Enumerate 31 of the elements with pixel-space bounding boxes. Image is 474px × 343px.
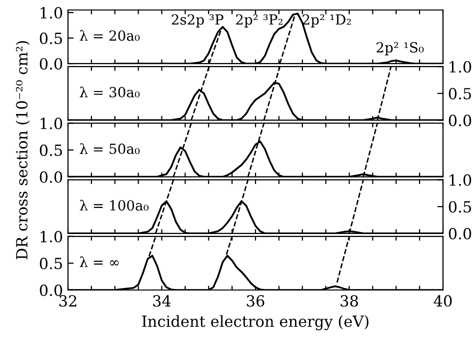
y2-tick-label: 1.0 — [450, 174, 472, 186]
y-tick-label: 0.0 — [40, 58, 62, 70]
y-tick-label: 0.0 — [40, 171, 62, 183]
x-tick-label: 32 — [59, 295, 76, 307]
y2-tick-label: 0.0 — [448, 228, 472, 240]
annotation: 2p² ¹S₀ — [376, 42, 424, 56]
annotation: 2p² ³P₂ — [236, 14, 282, 28]
y-tick-label: 0.5 — [40, 32, 62, 44]
annotation: 2p² ¹D₂ — [302, 14, 351, 28]
annotation: 2s2p ³P — [172, 14, 224, 28]
x-tick-label: 38 — [340, 295, 358, 307]
annotation: λ = 100a₀ — [80, 200, 149, 211]
y2-tick-label: 0.5 — [448, 88, 471, 100]
x-tick-label: 40 — [434, 295, 452, 307]
annotation: λ = ∞ — [80, 256, 119, 268]
y-tick-label: 1.0 — [40, 118, 62, 130]
x-tick-label: 34 — [153, 295, 171, 307]
y2-tick-label: 0.0 — [448, 114, 472, 126]
y-tick-label: 1.0 — [40, 7, 62, 19]
y2-tick-label: 1.0 — [450, 61, 472, 73]
annotation: λ = 50a₀ — [80, 143, 140, 154]
y-axis-title: DR cross section (10⁻²⁰ cm²) — [16, 41, 30, 260]
annotation: λ = 20a₀ — [80, 30, 140, 41]
y-tick-label: 0.5 — [40, 144, 62, 156]
x-axis-title: Incident electron energy (eV) — [142, 315, 368, 330]
y-tick-label: 1.0 — [40, 230, 62, 242]
y-tick-label: 0.0 — [40, 284, 62, 296]
y2-tick-label: 0.5 — [448, 201, 471, 213]
y-tick-label: 0.5 — [40, 258, 62, 270]
x-tick-label: 36 — [246, 295, 264, 307]
annotation: λ = 30a₀ — [80, 86, 140, 98]
